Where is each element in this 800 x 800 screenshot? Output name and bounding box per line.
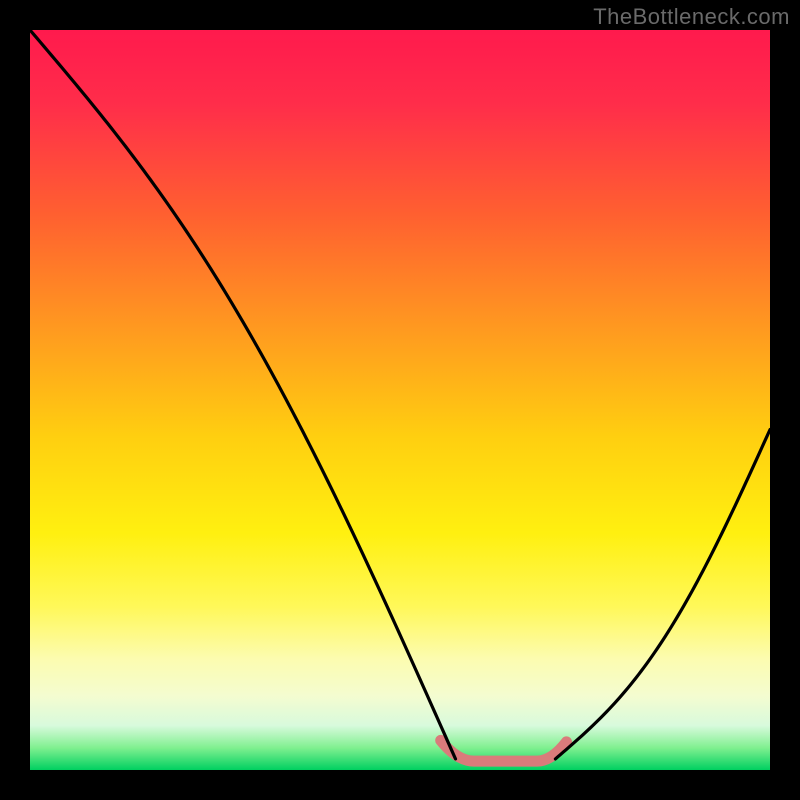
plot-background — [30, 30, 770, 770]
chart-stage: TheBottleneck.com — [0, 0, 800, 800]
bottleneck-plot-svg — [0, 0, 800, 800]
watermark-text: TheBottleneck.com — [593, 4, 790, 30]
